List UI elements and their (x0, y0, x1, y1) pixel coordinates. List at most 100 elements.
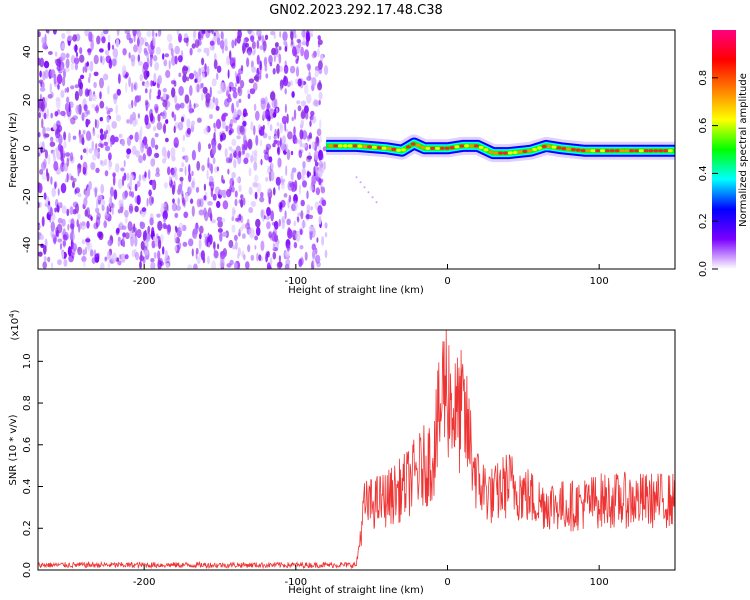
noise-dot (199, 225, 204, 234)
noise-dot (137, 37, 140, 47)
noise-dot (44, 149, 48, 159)
noise-dot (94, 187, 98, 198)
snr-x-label: Height of straight line (km) (288, 585, 424, 596)
noise-dot (263, 111, 266, 119)
noise-dot (168, 60, 171, 70)
noise-dot (101, 36, 106, 44)
noise-dot (182, 66, 189, 71)
noise-dot (53, 161, 59, 171)
noise-dot (324, 249, 328, 259)
noise-dot (226, 188, 232, 198)
noise-dot (209, 86, 212, 98)
noise-dot (57, 238, 63, 243)
ridge-hot-spot (609, 149, 615, 153)
noise-dot (161, 246, 165, 255)
noise-dot (126, 32, 131, 41)
noise-dot (317, 167, 323, 178)
noise-dot (96, 212, 101, 220)
noise-dot (179, 167, 184, 172)
noise-dot (57, 83, 60, 90)
noise-dot (54, 207, 57, 213)
ridge-hot-spot (561, 147, 567, 151)
noise-dot (60, 110, 66, 117)
noise-dot (148, 189, 152, 197)
noise-dot (140, 250, 143, 261)
noise-dot (298, 150, 303, 159)
noise-dot (174, 225, 177, 231)
noise-dot (112, 48, 119, 58)
figure-title: GN02.2023.292.17.48.C38 (269, 3, 443, 18)
noise-dot (268, 156, 273, 163)
noise-dot (308, 225, 314, 232)
noise-dot (174, 245, 178, 252)
noise-dot (77, 168, 80, 177)
noise-dot (38, 251, 43, 257)
spectrogram-x-ticks: -200 -100 0 100 (133, 264, 609, 287)
ridge-hot-spot (347, 144, 353, 148)
noise-dot (285, 143, 289, 153)
noise-dot (238, 184, 242, 192)
noise-dot (60, 65, 63, 72)
noise-dot (75, 203, 79, 214)
noise-dot (94, 149, 99, 157)
noise-dot (235, 82, 238, 88)
noise-dot (171, 168, 176, 178)
noise-dot (219, 81, 224, 91)
noise-dot (43, 256, 47, 262)
noise-dot (65, 58, 70, 69)
noise-dot (217, 220, 223, 228)
noise-dot (212, 193, 217, 201)
noise-dot (295, 58, 299, 64)
x-tick-label: 100 (590, 276, 609, 287)
noise-dot (60, 183, 67, 194)
ridge-hot-spot (406, 145, 411, 149)
noise-dot (228, 158, 232, 164)
noise-dot (194, 223, 200, 232)
noise-dot (237, 86, 243, 97)
y-tick-label: 0.6 (22, 437, 33, 453)
noise-dot (50, 91, 54, 98)
noise-dot (74, 44, 78, 53)
noise-dot (162, 99, 168, 108)
ridge-hot-spot (410, 142, 416, 146)
noise-dot (265, 252, 268, 263)
noise-dot (240, 80, 245, 89)
noise-dot (324, 232, 328, 238)
ridge-hot-spot (328, 144, 334, 148)
ridge-hot-spot (478, 145, 484, 150)
noise-dot (231, 148, 235, 153)
noise-dot (275, 176, 281, 186)
noise-dot (126, 172, 130, 181)
colorbar-tick-label: 0.8 (698, 70, 709, 86)
noise-dot (209, 114, 213, 119)
noise-dot (314, 70, 319, 78)
noise-dot (105, 55, 112, 64)
ridge-hot-spot (653, 149, 659, 153)
noise-dot (207, 157, 210, 168)
noise-dot (191, 205, 195, 217)
noise-dot (318, 99, 321, 106)
noise-dot (143, 249, 149, 256)
noise-dot (313, 150, 320, 161)
noise-dot (70, 233, 74, 241)
noise-dot (252, 82, 258, 91)
ridge-hot-spot (522, 149, 528, 153)
noise-dot (226, 263, 232, 268)
noise-dot (131, 249, 136, 258)
noise-dot (284, 263, 290, 269)
noise-dot (236, 35, 241, 44)
noise-dot (174, 94, 178, 104)
noise-dot (217, 143, 222, 151)
noise-dot (127, 221, 133, 232)
noise-dot (157, 250, 161, 260)
noise-dot (75, 52, 79, 57)
noise-dot (276, 140, 281, 146)
ridge-hot-spot (396, 148, 402, 152)
noise-dot (196, 160, 201, 171)
noise-dot (40, 81, 43, 87)
noise-dot (252, 49, 256, 56)
noise-dot (306, 63, 311, 69)
spectrogram-plot-area (38, 30, 675, 269)
noise-dot (254, 245, 257, 250)
